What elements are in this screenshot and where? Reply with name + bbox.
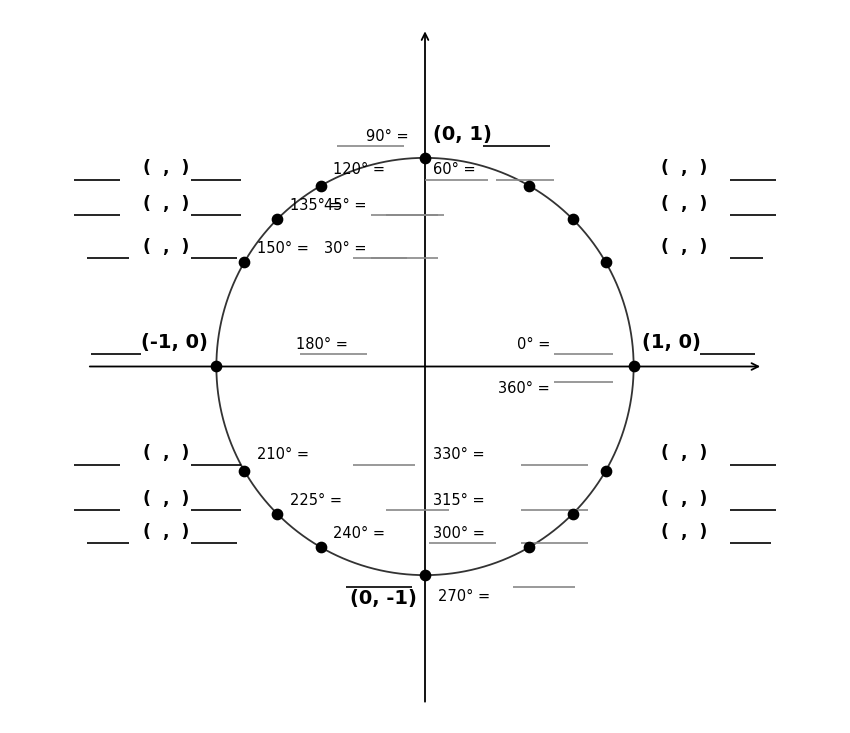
Text: 0° =: 0° = — [517, 337, 550, 352]
Text: 315° =: 315° = — [434, 493, 485, 508]
Point — [566, 508, 580, 520]
Text: (0, -1): (0, -1) — [350, 589, 416, 608]
Text: (  ,  ): ( , ) — [143, 490, 190, 508]
Text: (1, 0): (1, 0) — [642, 333, 701, 352]
Point — [418, 570, 432, 581]
Point — [237, 465, 251, 476]
Text: 135° =: 135° = — [290, 198, 342, 213]
Point — [314, 541, 327, 553]
Text: (  ,  ): ( , ) — [660, 523, 707, 541]
Point — [599, 257, 613, 268]
Point — [523, 541, 536, 553]
Point — [418, 152, 432, 163]
Text: (  ,  ): ( , ) — [660, 238, 707, 256]
Text: (  ,  ): ( , ) — [660, 490, 707, 508]
Text: (  ,  ): ( , ) — [660, 444, 707, 463]
Text: 225° =: 225° = — [290, 493, 342, 508]
Text: (  ,  ): ( , ) — [143, 238, 190, 256]
Point — [626, 361, 640, 372]
Text: 270° =: 270° = — [438, 589, 490, 604]
Text: 300° =: 300° = — [434, 526, 485, 541]
Point — [566, 213, 580, 225]
Text: 120° =: 120° = — [333, 163, 385, 177]
Text: (  ,  ): ( , ) — [660, 160, 707, 177]
Text: 330° =: 330° = — [434, 447, 485, 463]
Text: (  ,  ): ( , ) — [143, 160, 190, 177]
Text: 30° =: 30° = — [324, 241, 366, 256]
Text: 210° =: 210° = — [257, 447, 309, 463]
Text: (0, 1): (0, 1) — [434, 125, 492, 144]
Point — [599, 465, 613, 476]
Point — [270, 213, 284, 225]
Text: 150° =: 150° = — [257, 241, 309, 256]
Text: (  ,  ): ( , ) — [143, 523, 190, 541]
Text: (  ,  ): ( , ) — [143, 444, 190, 463]
Text: 60° =: 60° = — [434, 163, 476, 177]
Point — [237, 257, 251, 268]
Text: (-1, 0): (-1, 0) — [141, 333, 208, 352]
Text: 180° =: 180° = — [296, 337, 348, 352]
Point — [314, 180, 327, 192]
Text: (  ,  ): ( , ) — [660, 195, 707, 213]
Text: 90° =: 90° = — [366, 129, 408, 144]
Text: 240° =: 240° = — [333, 526, 385, 541]
Point — [523, 180, 536, 192]
Text: 45° =: 45° = — [324, 198, 366, 213]
Text: (  ,  ): ( , ) — [143, 195, 190, 213]
Text: 360° =: 360° = — [498, 381, 550, 396]
Point — [270, 508, 284, 520]
Point — [210, 361, 224, 372]
